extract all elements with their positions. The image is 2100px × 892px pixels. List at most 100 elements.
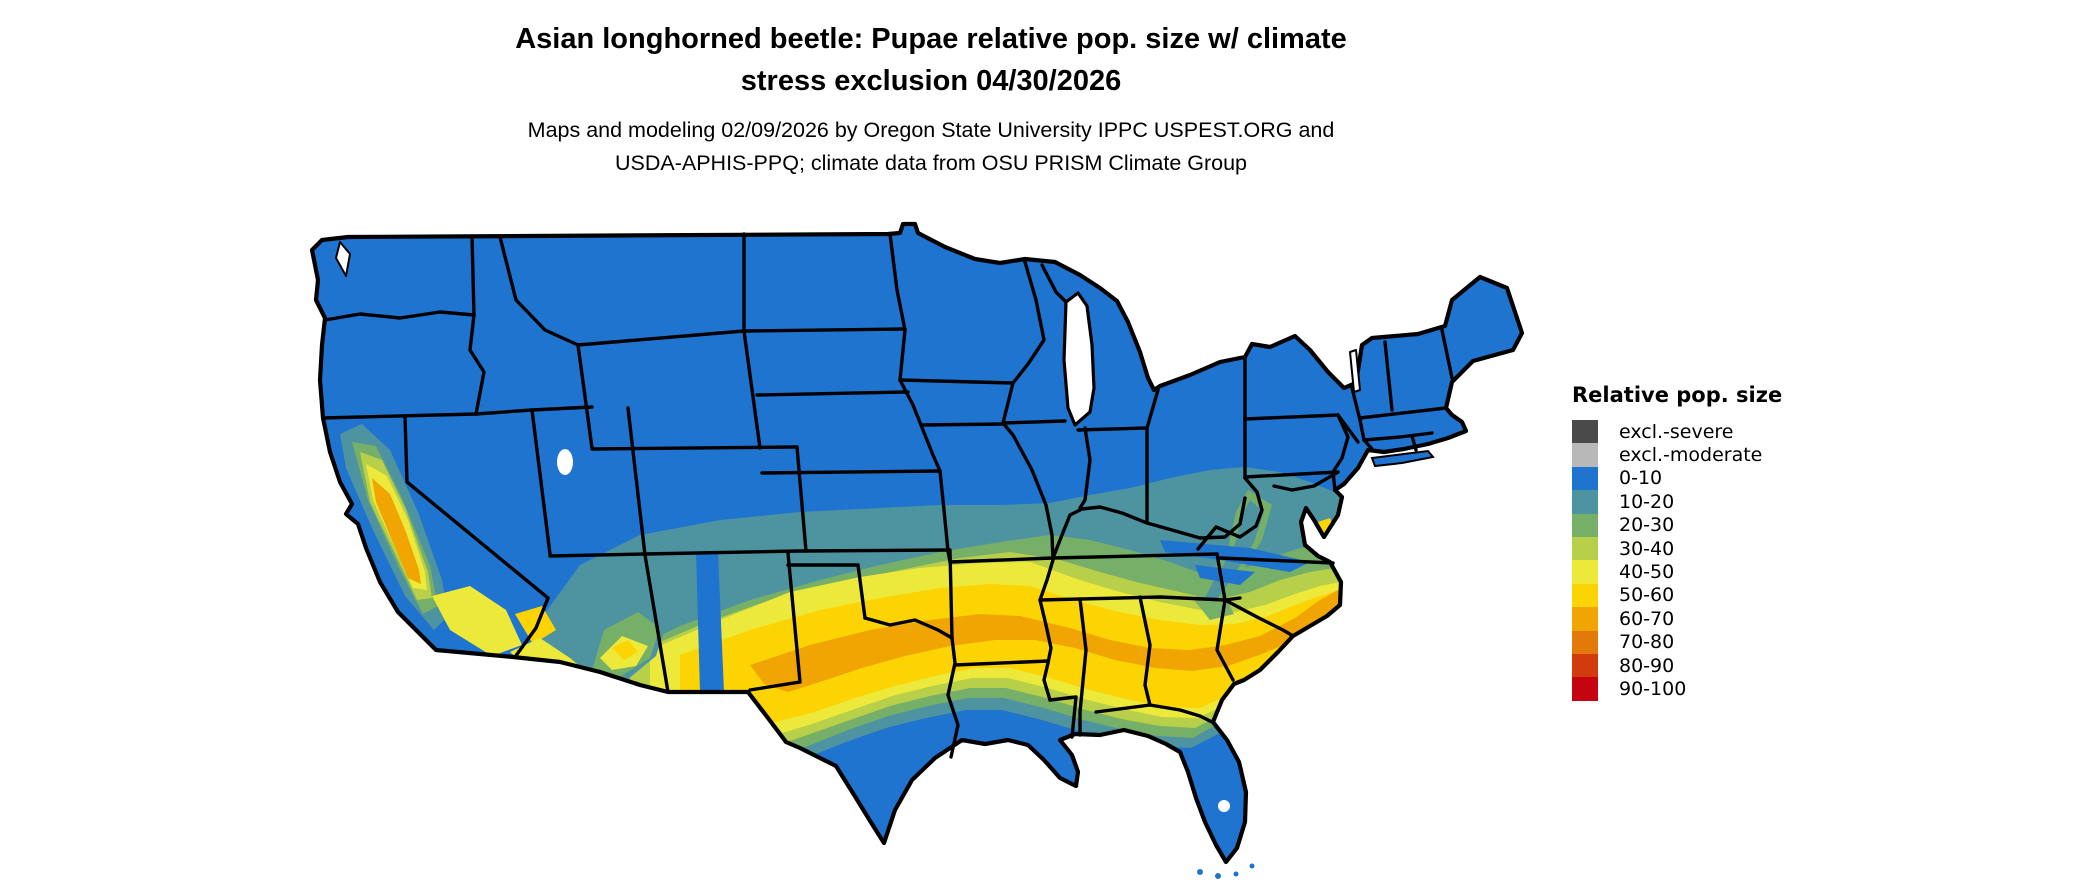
legend-label-60-70: 60-70 (1619, 607, 1675, 630)
border-co-ks (795, 445, 808, 553)
legend-label-excl-moderate: excl.-moderate (1619, 444, 1763, 467)
border-nc-sc (1223, 598, 1295, 638)
border-sd-mn (898, 328, 907, 382)
border-mississippi-river (1001, 260, 1055, 702)
socal-yellow-patch (432, 586, 522, 656)
map-title: Asian longhorned beetle: Pupae relative … (0, 18, 1862, 102)
border-ks-mo (938, 469, 952, 564)
border-red-river (863, 616, 954, 640)
us-outline (309, 221, 1525, 865)
border-ny-nj (1336, 413, 1360, 444)
legend-swatch-80-90 (1572, 653, 1598, 678)
legend-swatch-60-70 (1572, 607, 1598, 631)
legend-swatch-excl-moderate (1572, 443, 1598, 467)
border-potomac (1272, 470, 1340, 492)
ca-valley-orange (372, 478, 421, 584)
border-wi-mi (1040, 263, 1068, 304)
border-41n (590, 445, 799, 451)
legend-item-20-30: 20-30 (1572, 513, 1872, 537)
lake-okeechobee (1218, 800, 1230, 812)
legend-label-70-80: 70-80 (1619, 631, 1675, 654)
legend-item-50-60: 50-60 (1572, 583, 1872, 608)
border-or-id (468, 313, 486, 416)
border-pa-md (1243, 470, 1340, 479)
great-salt-lake (557, 449, 573, 475)
legend-swatch-70-80 (1572, 630, 1598, 654)
border-nd-mn (888, 232, 907, 332)
border-nh-me (1440, 328, 1454, 380)
legend-label-20-30: 20-30 (1619, 514, 1675, 537)
border-42n (321, 405, 594, 420)
legend-label-10-20: 10-20 (1619, 490, 1675, 513)
border-ut-co (626, 406, 647, 557)
border-ny-ct (1358, 418, 1374, 451)
border-ma-north (1358, 406, 1448, 420)
border-tn-nc (1215, 552, 1227, 602)
border-ne-ks (760, 469, 942, 475)
border-va-nc (1218, 556, 1335, 565)
border-sd-ne (755, 390, 910, 397)
az-gold-patch (612, 640, 638, 660)
border-nm-tx (748, 551, 802, 692)
legend-item-70-80: 70-80 (1572, 630, 1872, 654)
legend-swatch-40-50 (1572, 560, 1598, 584)
legend-swatch-0-10 (1572, 466, 1598, 491)
border-mt-wy (576, 329, 746, 347)
lake-michigan (1062, 291, 1096, 427)
rio-grande-blue-streak (696, 552, 724, 692)
border-mi-in-oh (1076, 388, 1160, 432)
border-ny-vt (1350, 386, 1362, 422)
long-island (1370, 449, 1435, 468)
header: Asian longhorned beetle: Pupae relative … (0, 18, 1862, 180)
legend-item-0-10: 0-10 (1572, 466, 1872, 491)
border-ma-south (1362, 431, 1434, 442)
border-il-in (1078, 426, 1092, 510)
border-id-mt (498, 235, 580, 347)
legend-label-0-10: 0-10 (1619, 467, 1663, 490)
border-delaware-river (1331, 413, 1350, 492)
lake-champlain (1349, 349, 1361, 393)
map-subtitle-line1: Maps and modeling 02/09/2026 by Oregon S… (527, 118, 1335, 142)
legend-title: Relative pop. size (1572, 383, 1783, 407)
legend-label-excl-severe: excl.-severe (1619, 420, 1734, 443)
border-ia-ne-river (898, 378, 942, 473)
legend-label-40-50: 40-50 (1619, 561, 1675, 584)
legend-item-excl-moderate: excl.-moderate (1572, 443, 1872, 467)
legend-swatch-10-20 (1572, 490, 1598, 514)
border-nv-ut (530, 408, 552, 556)
legend-item-60-70: 60-70 (1572, 607, 1872, 631)
border-wa-or (323, 310, 476, 322)
map-title-line2: stress exclusion 04/30/2026 (740, 65, 1122, 97)
legend-item-30-40: 30-40 (1572, 536, 1872, 561)
legend-label-90-100: 90-100 (1619, 677, 1687, 700)
border-ok-ar (948, 549, 954, 640)
border-ca-az (513, 596, 550, 659)
state-borders (321, 232, 1454, 759)
border-ms-al (1078, 597, 1088, 737)
border-id-wy (576, 343, 594, 450)
border-wv-va-ky (1196, 476, 1264, 551)
border-fl-north (1094, 703, 1214, 724)
border-vt-nh (1383, 340, 1394, 412)
border-mn-ia (898, 378, 1015, 385)
map-subtitle-line2: USDA-APHIS-PPQ; climate data from OSU PR… (614, 151, 1248, 175)
puget-sound (335, 241, 351, 277)
legend-item-90-100: 90-100 (1572, 677, 1872, 701)
border-nd-sd (742, 327, 907, 333)
legend-item-excl-severe: excl.-severe (1572, 420, 1872, 444)
border-wi-il (1001, 419, 1067, 425)
legend-label-80-90: 80-90 (1619, 654, 1675, 677)
border-ar-la (953, 659, 1050, 667)
legend-swatch-excl-severe (1572, 420, 1598, 444)
lakes (335, 241, 1361, 812)
border-ok-panhandle (786, 563, 867, 620)
legend-label-30-40: 30-40 (1619, 537, 1675, 560)
border-az-nm (643, 553, 670, 694)
border-ca-nv (403, 414, 550, 600)
border-37n (548, 548, 952, 558)
legend: Relative pop. size excl.-severe excl.-mo… (1572, 383, 1872, 701)
legend-swatch-20-30 (1572, 513, 1598, 537)
legend-item-40-50: 40-50 (1572, 560, 1872, 584)
border-wa-id (470, 235, 476, 317)
